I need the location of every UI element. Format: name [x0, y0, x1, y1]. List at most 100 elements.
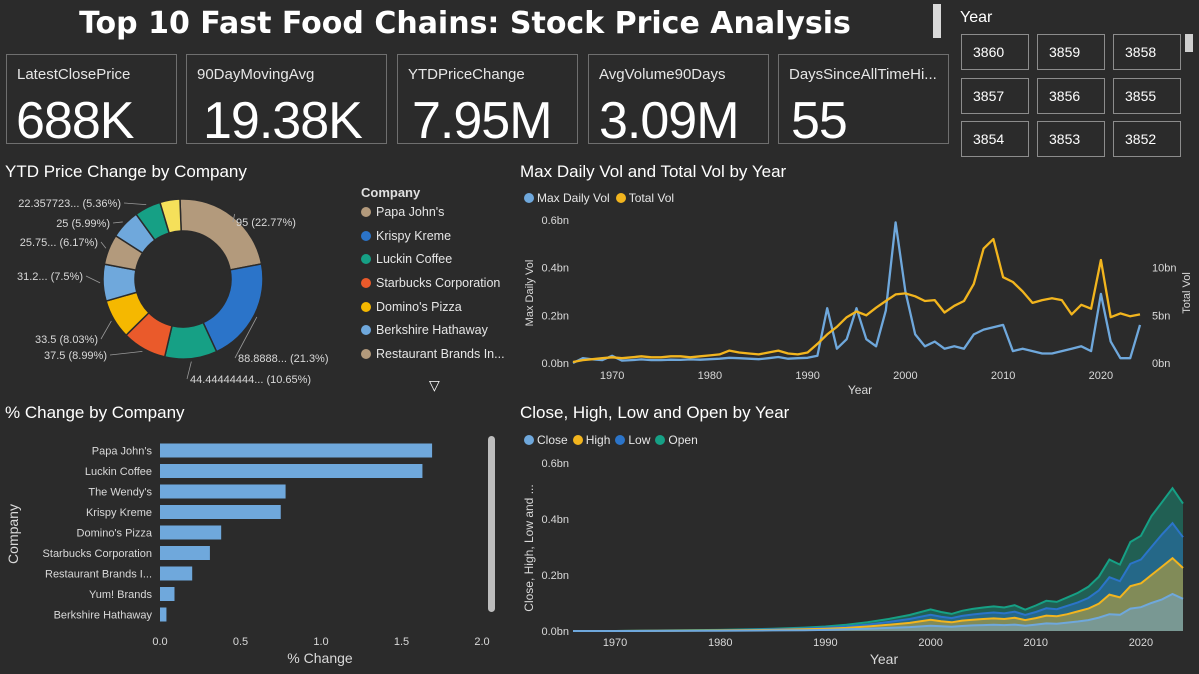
legend-label: Domino's Pizza	[376, 299, 462, 314]
x-tick-label: 2.0	[474, 636, 489, 648]
bar-chart-scrollbar[interactable]	[488, 436, 495, 612]
legend-swatch	[524, 193, 534, 203]
donut-leader-line	[186, 361, 192, 380]
donut-data-label: 44.44444444... (10.65%)	[190, 374, 311, 386]
year-slicer-item[interactable]: 3858	[1113, 34, 1181, 70]
year-slicer-item[interactable]: 3853	[1037, 121, 1105, 157]
series-line	[573, 556, 1184, 632]
bar	[160, 484, 286, 499]
x-tick-label: 1.5	[394, 636, 409, 648]
x-tick-label: 1970	[603, 637, 627, 649]
bar-category-label: Domino's Pizza	[77, 528, 153, 540]
bar	[160, 525, 222, 540]
legend-scroll-down-icon[interactable]: ▽	[429, 377, 440, 393]
donut-leader-line	[234, 316, 258, 359]
bar	[160, 505, 281, 519]
series-line	[573, 486, 1184, 632]
donut-slice	[159, 198, 182, 234]
bar	[160, 546, 210, 560]
kpi-label: DaysSinceAllTimeHi...	[789, 66, 937, 83]
x-tick-label: 1980	[708, 637, 732, 649]
y-tick-label: 0.0bn	[541, 358, 569, 370]
donut-data-label: 88.8888... (21.3%)	[238, 353, 329, 365]
kpi-label: 90DayMovingAvg	[197, 66, 315, 83]
legend-label: Krispy Kreme	[376, 228, 452, 243]
kpi-ytd-price-change: YTDPriceChange 7.95M	[397, 54, 578, 144]
x-tick-label: 2020	[1129, 637, 1153, 649]
year-slicer-scrollbar[interactable]	[1185, 34, 1193, 52]
kpi-days-since-all-time-high: DaysSinceAllTimeHi... 55	[778, 54, 949, 144]
year-slicer-item[interactable]: 3859	[1037, 34, 1105, 70]
y-axis-label: Close, High, Low and ...	[522, 484, 536, 611]
legend-label: Max Daily Vol	[537, 191, 610, 205]
series-area	[573, 594, 1183, 631]
legend-label: Restaurant Brands In...	[376, 346, 505, 361]
series-area	[573, 523, 1183, 631]
year-slicer-item[interactable]: 3860	[961, 34, 1029, 70]
x-tick-label: 2020	[1089, 370, 1113, 382]
ohlc-chart-title: Close, High, Low and Open by Year	[520, 403, 790, 422]
y-tick-label: 0.2bn	[541, 310, 569, 322]
donut-legend-title: Company	[361, 185, 421, 200]
donut-legend-item[interactable]: Berkshire Hathaway	[361, 318, 511, 342]
x-tick-label: 2010	[1024, 637, 1048, 649]
donut-legend-item[interactable]: Papa John's	[361, 200, 511, 224]
series-area	[573, 558, 1183, 631]
legend-swatch	[524, 435, 534, 445]
kpi-label: LatestClosePrice	[17, 66, 131, 83]
x-tick-label: 1970	[600, 370, 624, 382]
y-tick-label: 0.4bn	[541, 263, 569, 275]
donut-legend: Papa John's Krispy Kreme Luckin Coffee Star…	[361, 200, 511, 366]
legend-swatch	[615, 193, 626, 203]
bar-category-label: Krispy Kreme	[86, 507, 152, 519]
bar-category-label: Restaurant Brands I...	[45, 569, 152, 581]
donut-legend-item[interactable]: Luckin Coffee	[361, 247, 511, 271]
legend-label: Luckin Coffee	[376, 252, 453, 267]
donut-legend-item[interactable]: Restaurant Brands In...	[361, 342, 511, 366]
y2-tick-label: 10bn	[1152, 263, 1176, 275]
y-tick-label: 0.6bn	[541, 458, 569, 470]
donut-leader-line	[85, 275, 101, 284]
ytd-donut-title: YTD Price Change by Company	[5, 162, 247, 181]
kpi-label: YTDPriceChange	[408, 66, 525, 83]
legend-swatch	[572, 435, 583, 445]
y2-tick-label: 0bn	[1152, 358, 1170, 370]
pct-chart-title: % Change by Company	[5, 403, 185, 422]
legend-swatch	[361, 254, 371, 265]
x-tick-label: 2000	[918, 637, 942, 649]
kpi-value: 55	[791, 92, 848, 144]
donut-legend-item[interactable]: Starbucks Corporation	[361, 271, 511, 295]
bar-category-label: Berkshire Hathaway	[54, 610, 153, 622]
bar	[160, 566, 193, 581]
donut-legend-item[interactable]: Domino's Pizza	[361, 295, 511, 319]
donut-leader-line	[232, 213, 236, 223]
year-slicer-item[interactable]: 3855	[1113, 78, 1181, 114]
kpi-value: 3.09M	[599, 92, 740, 144]
legend-swatch	[361, 325, 371, 336]
pct-change-chart: Papa John's Luckin Coffee The Wendy's Krisp…	[5, 443, 490, 666]
ohlc-area-chart: 0.0bn 0.2bn 0.4bn 0.6bn 1970 1980 1990 2000 2010…	[522, 458, 1184, 667]
title-scrollbar[interactable]	[933, 4, 941, 38]
kpi-value: 19.38K	[203, 92, 363, 144]
bar-category-label: Luckin Coffee	[85, 466, 152, 478]
legend-label: Total Vol	[628, 191, 675, 205]
donut-data-label: 25 (5.99%)	[56, 218, 110, 230]
donut-slice	[179, 198, 263, 271]
year-slicer-item[interactable]: 3857	[961, 78, 1029, 114]
year-slicer-item[interactable]: 3854	[961, 121, 1029, 157]
donut-leader-line	[112, 221, 123, 224]
bar-category-label: The Wendy's	[88, 487, 152, 499]
legend-swatch	[361, 348, 371, 359]
x-tick-label: 2010	[991, 370, 1015, 382]
year-slicer-item[interactable]: 3852	[1113, 121, 1181, 157]
legend-swatch	[361, 206, 371, 217]
year-slicer-item[interactable]: 3856	[1037, 78, 1105, 114]
year-slicer-title: Year	[960, 9, 993, 26]
kpi-label: AvgVolume90Days	[599, 66, 726, 83]
donut-legend-item[interactable]: Krispy Kreme	[361, 224, 511, 248]
vol-chart: 0.0bn 0.2bn 0.4bn 0.6bn 0bn 5bn 10bn 1970 1980 19…	[524, 215, 1193, 397]
legend-label: Open	[668, 433, 698, 447]
y2-axis-label: Total Vol	[1181, 272, 1193, 314]
kpi-avg-volume-90days: AvgVolume90Days 3.09M	[588, 54, 769, 144]
x-axis-label: % Change	[287, 650, 353, 666]
